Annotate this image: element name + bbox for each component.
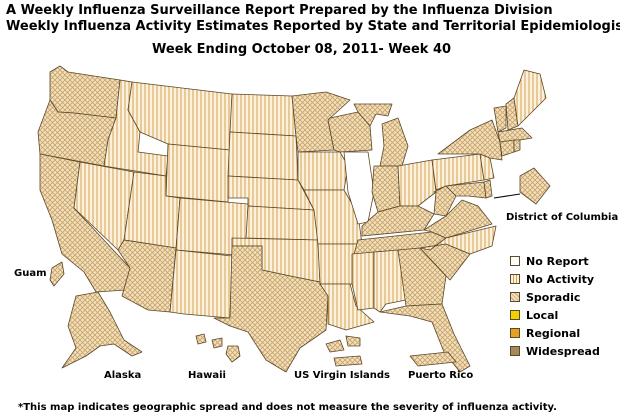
title-line-1: A Weekly Influenza Surveillance Report P… <box>6 3 553 18</box>
state-maine <box>513 69 547 127</box>
state-montana <box>127 81 233 151</box>
state-louisiana <box>319 283 375 331</box>
state-alaska <box>61 291 143 369</box>
state-wyoming <box>165 143 231 203</box>
label-puerto-rico: Puerto Rico <box>408 370 474 381</box>
territory-guam <box>49 261 65 287</box>
label-dc: District of Columbia <box>506 212 619 223</box>
label-guam: Guam <box>14 268 47 279</box>
legend-swatch-local <box>510 310 520 320</box>
state-virginia <box>423 199 493 239</box>
legend-label: No Activity <box>526 272 595 286</box>
legend-item: No Activity <box>510 270 600 288</box>
state-indiana <box>371 165 401 213</box>
state-south-dakota <box>227 131 299 181</box>
legend-item: Regional <box>510 324 600 342</box>
legend: No Report No Activity Sporadic Local Reg… <box>510 252 600 360</box>
dc-inset <box>519 167 551 205</box>
legend-label: Widespread <box>526 344 600 358</box>
label-hawaii: Hawaii <box>188 370 226 381</box>
state-new-york <box>437 119 503 161</box>
footnote: *This map indicates geographic spread an… <box>18 402 557 413</box>
state-connecticut <box>499 139 515 157</box>
state-rhode-island <box>513 139 521 153</box>
legend-swatch-sporadic <box>510 292 520 302</box>
state-north-dakota <box>229 93 297 137</box>
territory-puerto-rico <box>409 351 457 367</box>
state-hawaii <box>195 333 241 363</box>
state-delaware <box>483 179 493 199</box>
label-usvi: US Virgin Islands <box>294 370 390 381</box>
state-kentucky <box>361 205 435 237</box>
title-line-2: Weekly Influenza Activity Estimates Repo… <box>6 19 620 34</box>
state-georgia <box>397 247 447 307</box>
state-iowa <box>297 151 349 191</box>
state-vermont <box>493 105 507 133</box>
state-new-mexico <box>169 249 233 319</box>
territory-usvi <box>325 335 363 367</box>
legend-swatch-regional <box>510 328 520 338</box>
state-maryland <box>445 181 487 199</box>
week-heading: Week Ending October 08, 2011- Week 40 <box>152 42 452 57</box>
legend-item: Local <box>510 306 600 324</box>
state-washington <box>49 65 121 119</box>
legend-swatch-widespread <box>510 346 520 356</box>
legend-item: No Report <box>510 252 600 270</box>
dc-pointer <box>493 193 521 199</box>
state-texas <box>213 245 329 373</box>
label-alaska: Alaska <box>104 370 142 381</box>
legend-item: Sporadic <box>510 288 600 306</box>
state-massachusetts <box>497 127 533 143</box>
state-kansas <box>245 205 319 241</box>
legend-label: Local <box>526 308 559 322</box>
legend-label: No Report <box>526 254 589 268</box>
legend-item: Widespread <box>510 342 600 360</box>
legend-label: Sporadic <box>526 290 581 304</box>
legend-label: Regional <box>526 326 581 340</box>
state-pennsylvania <box>431 153 485 191</box>
state-ohio <box>397 159 437 207</box>
legend-swatch-no-activity <box>510 274 520 284</box>
state-mississippi <box>351 251 375 311</box>
legend-swatch-no-report <box>510 256 520 266</box>
state-north-carolina <box>419 225 497 255</box>
